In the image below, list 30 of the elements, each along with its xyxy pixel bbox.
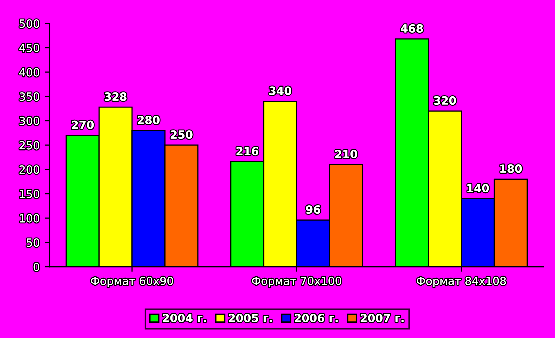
y-tick-label: 200 [20,166,40,174]
data-label: 328 [104,92,127,102]
y-tick-label: 300 [20,116,40,126]
y-tick-label: 350 [20,92,40,102]
y-tick-label: 0 [34,262,40,272]
data-label: 340 [270,86,292,96]
data-label: 216 [236,147,259,156]
y-tick-label: 400 [20,68,40,77]
x-tick-label: Формат 70x100 [252,276,342,288]
x-tick-label: Формат 84x108 [416,276,506,288]
y-tick-label: 100 [20,214,40,223]
data-label: 210 [336,150,358,158]
y-tick-label: 450 [20,44,40,52]
y-tick-label: 250 [20,141,40,150]
data-label: 468 [401,24,424,33]
x-tick-label: Формат 60x90 [91,276,174,288]
legend-label: 2004 г. [163,314,206,322]
legend-label: 2006 г. [295,314,338,322]
y-tick-label: 50 [26,238,40,248]
data-label: 96 [306,206,321,214]
y-tick-label: 500 [20,20,40,28]
data-label: 180 [500,164,522,174]
y-tick-label: 150 [20,190,40,198]
legend-label: 2005 г. [229,314,272,322]
data-label: 280 [138,116,160,124]
data-label: 140 [468,184,490,193]
data-label: 250 [170,130,193,140]
data-label: 320 [434,96,456,105]
legend-label: 2007 г. [360,314,404,322]
data-label: 270 [72,120,94,130]
